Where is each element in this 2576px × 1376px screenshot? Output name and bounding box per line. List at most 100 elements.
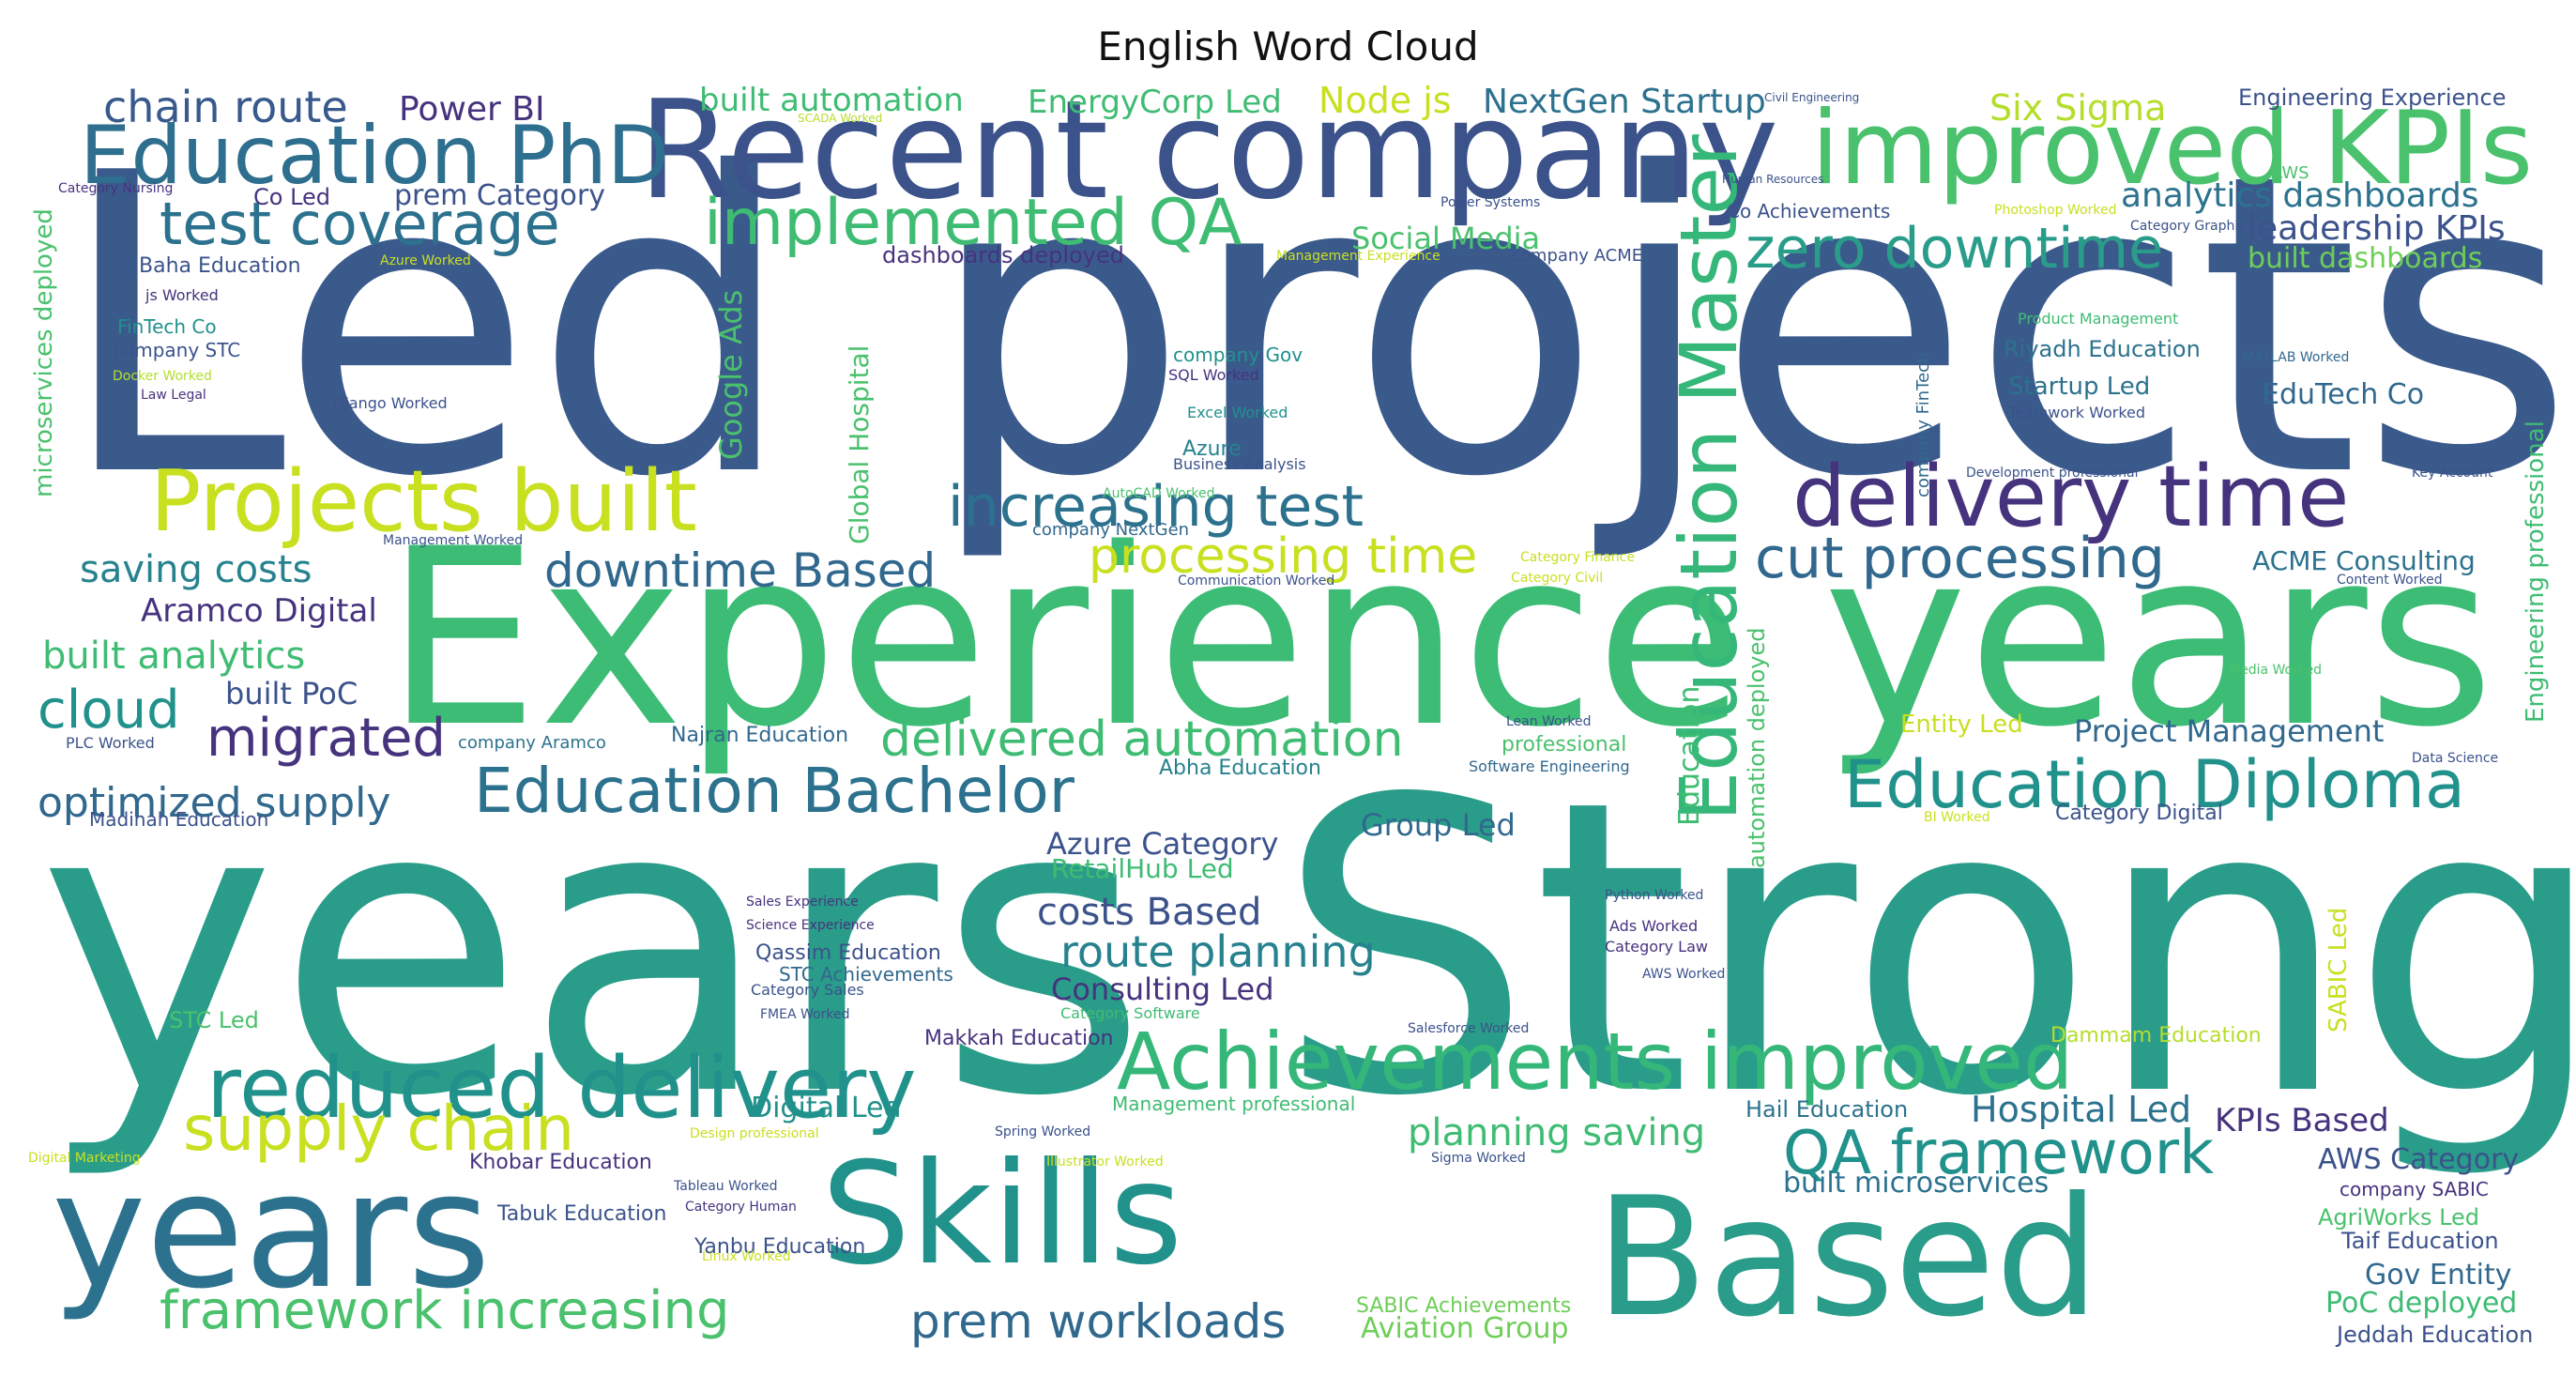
cloud-word-microservices-deployed: microservices deployed [30, 208, 58, 497]
cloud-word-zero-downtime: zero downtime [1745, 216, 2163, 282]
cloud-word-digital-marketing: Digital Marketing [28, 1151, 141, 1166]
cloud-word-law-legal: Law Legal [141, 388, 206, 403]
cloud-word-development-professional: Development professional [1966, 466, 2139, 481]
cloud-word-illustrator-worked: Illustrator Worked [1046, 1154, 1164, 1170]
cloud-word-azure-worked: Azure Worked [380, 253, 471, 268]
cloud-word-management-experience: Management Experience [1276, 249, 1440, 264]
cloud-word-optimized-supply: optimized supply [38, 779, 390, 827]
chart-title: English Word Cloud [1097, 23, 1479, 69]
cloud-word-media-worked: Media Worked [2229, 663, 2322, 678]
cloud-word-delivery-time: delivery time [1792, 448, 2349, 546]
cloud-word-aws-category: AWS Category [2318, 1143, 2519, 1176]
cloud-word-civil-engineering: Civil Engineering [1764, 91, 1859, 104]
cloud-word-power-bi: Power BI [399, 90, 545, 129]
cloud-word-taif-education: Taif Education [2340, 1228, 2499, 1254]
cloud-word-linux-worked: Linux Worked [702, 1249, 791, 1264]
cloud-word-increasing-test: increasing test [948, 474, 1364, 540]
cloud-word-aws: AWS [2271, 163, 2309, 183]
cloud-word-prem-workloads: prem workloads [910, 1294, 1286, 1349]
cloud-word-management-professional: Management professional [1112, 1093, 1355, 1115]
cloud-word-riyadh-education: Riyadh Education [2004, 336, 2201, 362]
cloud-word-abha-education: Abha Education [1159, 757, 1321, 780]
cloud-word-co-led: Co Led [253, 184, 330, 210]
cloud-word-qassim-education: Qassim Education [755, 941, 941, 965]
cloud-word-fintech-co: FinTech Co [117, 315, 217, 338]
cloud-word-category-finance: Category Finance [1520, 550, 1635, 565]
cloud-word-baha-education: Baha Education [139, 254, 301, 278]
cloud-word-projects-built: Projects built [150, 452, 697, 551]
cloud-word-najran-education: Najran Education [671, 724, 848, 747]
cloud-word-dammam-education: Dammam Education [2050, 1024, 2262, 1047]
cloud-word-content-worked: Content Worked [2337, 573, 2443, 588]
cloud-word-retailhub-led: RetailHub Led [1051, 853, 1234, 884]
cloud-word-photoshop-worked: Photoshop Worked [1994, 203, 2116, 218]
cloud-word-design-professional: Design professional [690, 1126, 819, 1141]
cloud-word-cloud: cloud [38, 680, 180, 741]
cloud-word-khobar-education: Khobar Education [469, 1151, 652, 1174]
cloud-word-education-phd: Education PhD [80, 109, 669, 203]
cloud-word-plc-worked: PLC Worked [66, 734, 155, 752]
cloud-word-aramco-digital: Aramco Digital [141, 592, 377, 630]
cloud-word-sales-experience: Sales Experience [746, 894, 859, 910]
cloud-word-agriworks-led: AgriWorks Led [2318, 1204, 2479, 1231]
cloud-word-six-sigma: Six Sigma [1989, 87, 2166, 129]
cloud-word-consulting-led: Consulting Led [1051, 971, 1274, 1007]
cloud-word-stc-achievements: STC Achievements [779, 963, 953, 986]
cloud-word-sabic-achievements: SABIC Achievements [1356, 1294, 1571, 1318]
cloud-word-sabic-led: SABIC Led [2324, 908, 2353, 1032]
cloud-word-category-civil: Category Civil [1511, 571, 1603, 586]
cloud-word-business-analysis: Business Analysis [1173, 455, 1306, 473]
cloud-word-docker-worked: Docker Worked [113, 369, 212, 384]
cloud-word-power-systems: Power Systems [1440, 195, 1540, 210]
cloud-word-energycorp-led: EnergyCorp Led [1028, 84, 1282, 121]
cloud-word-excel-worked: Excel Worked [1187, 404, 1288, 421]
cloud-word-built-poc: built PoC [225, 676, 358, 711]
cloud-word-node-js: Node js [1318, 80, 1452, 121]
cloud-word-implemented-qa: implemented QA [704, 186, 1242, 260]
cloud-word-digital-led: Digital Led [751, 1092, 902, 1124]
cloud-word-madinah-education: Madinah Education [89, 808, 268, 831]
cloud-word-google-ads: Google Ads [713, 290, 749, 460]
cloud-word-bi-worked: BI Worked [1924, 810, 1990, 825]
cloud-word-recent-company: Recent company [638, 71, 1779, 230]
cloud-word-group-led: Group Led [1361, 807, 1516, 843]
cloud-word-data-science: Data Science [2412, 751, 2498, 766]
cloud-word-tabuk-education: Tabuk Education [496, 1202, 666, 1226]
cloud-word-js-worked: js Worked [145, 286, 219, 304]
cloud-word-startup-led: Startup Led [2008, 373, 2150, 401]
cloud-word-achievements-improved: Achievements improved [1117, 1016, 2073, 1108]
cloud-word-hospital-led: Hospital Led [1971, 1089, 2191, 1130]
cloud-word-planning-saving: planning saving [1408, 1111, 1705, 1154]
cloud-word-engineering-professional: Engineering professional [2522, 420, 2550, 723]
cloud-word-test-coverage: test coverage [160, 190, 560, 258]
cloud-word-product-management: Product Management [2018, 310, 2178, 328]
cloud-word-category-sales: Category Sales [751, 981, 864, 999]
cloud-word-professional: professional [1501, 733, 1626, 757]
cloud-word-django-worked: Django Worked [333, 394, 448, 412]
cloud-word-leadership-kpis: leadership KPIs [2248, 209, 2506, 248]
cloud-word-reduced-delivery: reduced delivery [206, 1039, 917, 1138]
cloud-word-entity-led: Entity Led [1900, 711, 2023, 739]
cloud-word-stc-led: STC Led [169, 1007, 259, 1033]
cloud-word-global-hospital: Global Hospital [844, 345, 875, 544]
cloud-word-nextgen-startup: NextGen Startup [1483, 83, 1766, 121]
cloud-word-company-sabic: company SABIC [2340, 1178, 2489, 1200]
cloud-word-salesforce-worked: Salesforce Worked [1408, 1021, 1529, 1036]
cloud-word-category-digital: Category Digital [2055, 802, 2223, 825]
cloud-word-category-human: Category Human [685, 1200, 797, 1215]
cloud-word-led-projects: Led projects [56, 86, 2575, 567]
cloud-word-dashboards-deployed: dashboards deployed [882, 242, 1124, 268]
cloud-word-engineering-experience: Engineering Experience [2238, 84, 2506, 111]
cloud-word-based: Based [1595, 1163, 2099, 1353]
cloud-word-delivered-automation: delivered automation [880, 711, 1404, 768]
cloud-word-hail-education: Hail Education [1745, 1096, 1908, 1123]
cloud-word-spring-worked: Spring Worked [995, 1124, 1090, 1139]
cloud-word-framework-increasing: framework increasing [160, 1280, 730, 1341]
cloud-word-key-account: Key Account [2412, 466, 2493, 481]
cloud-word-aviation-group: Aviation Group [1361, 1312, 1569, 1345]
cloud-word-processing-time: processing time [1089, 528, 1477, 585]
cloud-word-fmea-worked: FMEA Worked [760, 1007, 849, 1022]
cloud-word-kpis-based: KPIs Based [2215, 1102, 2389, 1139]
cloud-word-company-fintech: company FinTech [1913, 353, 1933, 497]
